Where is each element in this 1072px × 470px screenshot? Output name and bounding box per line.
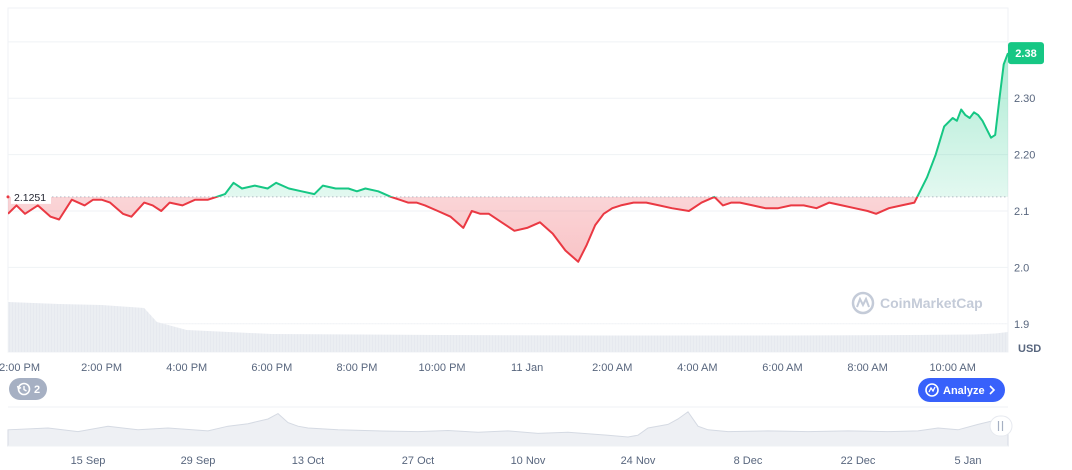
history-count: 2 [34,384,40,396]
coinmarketcap-logo-icon [851,291,875,315]
y-tick-label: 2.20 [1014,150,1035,162]
overview-date-label: 5 Jan [955,455,982,467]
x-tick-label: 8:00 PM [336,362,377,374]
overview-date-label: 10 Nov [511,455,546,467]
watermark-text: CoinMarketCap [880,295,983,311]
overview-date-label: 24 Nov [621,455,656,467]
analyze-label: Analyze [943,385,985,397]
history-icon [16,382,31,396]
x-tick-label: 4:00 PM [166,362,207,374]
x-tick-label: 6:00 AM [762,362,802,374]
x-tick-label: 12:00 PM [0,362,40,374]
history-button[interactable]: 2 [9,378,47,400]
y-tick-label: 2.30 [1014,93,1035,105]
x-tick-label: 10:00 AM [929,362,975,374]
overview-date-label: 13 Oct [292,455,324,467]
plot-area [7,7,1009,353]
y-axis: 2.30 2.20 2.1 2.0 1.9 [1014,93,1035,331]
reference-price-label: 2.1251 [6,189,51,204]
x-axis: 12:00 PM 2:00 PM 4:00 PM 6:00 PM 8:00 PM 10:0… [0,362,976,374]
last-price-badge: 2.38 [1008,42,1044,65]
area-above-reference [216,53,1008,197]
overview-date-label: 15 Sep [71,455,106,467]
overview-date-axis: 15 Sep 29 Sep 13 Oct 27 Oct 10 Nov 24 Nov 8 De… [71,455,982,467]
reference-price-value: 2.1251 [14,192,46,204]
gridlines [8,41,1008,325]
chevron-right-icon [989,385,996,395]
x-tick-label: 6:00 PM [251,362,292,374]
analyze-button[interactable]: Analyze [918,378,1005,402]
y-tick-label: 2.1 [1014,206,1029,218]
range-handle[interactable] [989,415,1013,437]
overview-area [7,411,1009,447]
overview-date-label: 22 Dec [841,455,876,467]
y-tick-label: 2.0 [1014,262,1029,274]
price-line-up [213,52,1008,197]
y-tick-label: 1.9 [1014,319,1029,331]
overview-date-label: 27 Oct [402,455,434,467]
x-tick-label: 10:00 PM [418,362,465,374]
volume-area [7,300,1008,352]
x-tick-label: 2:00 PM [81,362,122,374]
x-tick-label: 4:00 AM [677,362,717,374]
overview-date-label: 29 Sep [181,455,216,467]
price-line-down [8,196,919,263]
analyze-icon [925,383,939,397]
x-tick-label: 2:00 AM [592,362,632,374]
currency-label: USD [1018,343,1041,355]
overview-date-label: 8 Dec [734,455,763,467]
last-price-value: 2.38 [1015,48,1036,60]
range-navigator[interactable]: 15 Sep 29 Sep 13 Oct 27 Oct 10 Nov 24 Nov 8 De… [7,406,1013,467]
x-tick-label: 11 Jan [511,362,543,374]
coinmarketcap-watermark: CoinMarketCap [851,291,983,315]
x-tick-label: 8:00 AM [847,362,887,374]
